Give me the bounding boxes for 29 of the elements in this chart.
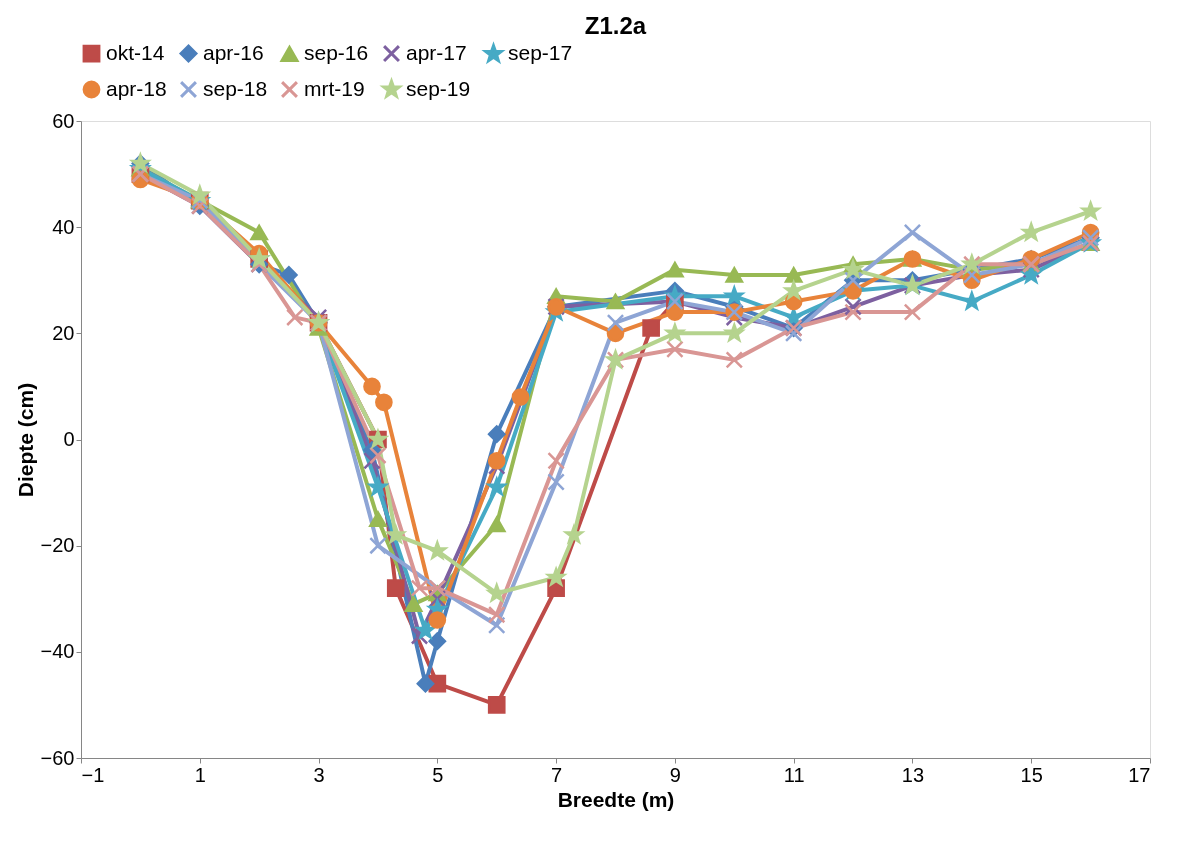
- x-tick-label: −1: [81, 763, 105, 786]
- legend-label: apr-17: [406, 40, 467, 64]
- x-tick-label: 3: [313, 763, 325, 786]
- y-tick-label: 60: [52, 109, 75, 132]
- y-tick-label: −60: [40, 746, 75, 769]
- y-tick-label: −20: [40, 534, 75, 557]
- y-tick-label: 0: [63, 428, 75, 450]
- x-axis-title: Breedte (m): [557, 787, 675, 811]
- x-tick-label: 9: [669, 763, 681, 786]
- legend-label: okt-14: [106, 40, 165, 64]
- y-axis-title: Diepte (cm): [13, 382, 37, 498]
- x-tick-label: 11: [783, 763, 805, 786]
- y-tick-label: 20: [52, 321, 75, 344]
- legend-label: sep-17: [508, 40, 573, 64]
- legend-label: sep-18: [203, 76, 268, 100]
- x-tick-label: 15: [1020, 763, 1043, 786]
- legend-label: mrt-19: [304, 76, 365, 100]
- legend-label: sep-16: [304, 41, 369, 65]
- x-tick-label: 1: [194, 763, 206, 786]
- legend-label: apr-18: [106, 76, 167, 100]
- legend-label: sep-19: [406, 76, 471, 100]
- legend-label: apr-16: [203, 40, 264, 64]
- x-tick-label: 17: [1128, 763, 1151, 786]
- x-tick-label: 5: [432, 763, 444, 786]
- x-tick-label: 7: [551, 763, 563, 786]
- y-tick-label: 40: [52, 215, 75, 238]
- chart-title: Z1.2a: [584, 12, 647, 39]
- y-tick-label: −40: [40, 640, 75, 663]
- x-tick-label: 13: [901, 763, 925, 786]
